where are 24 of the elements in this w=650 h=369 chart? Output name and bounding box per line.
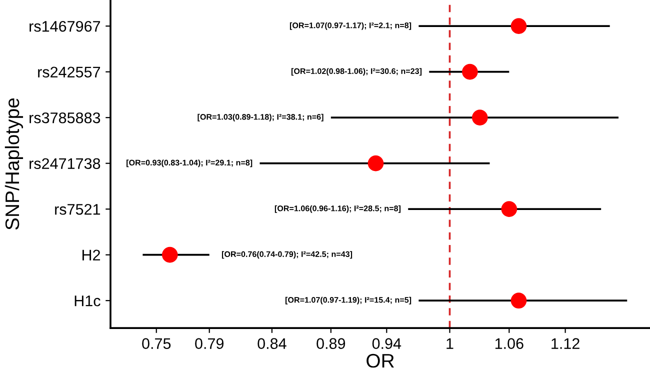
x-tick-label: 0.94 (372, 338, 402, 349)
x-tick-label: 0.75 (142, 338, 171, 349)
y-tick-label: H1c (74, 296, 100, 306)
x-tick-label: 1.12 (552, 338, 580, 349)
annotation: [OR=1.07(0.97-1.17); I²=2.1; n=8] (290, 22, 412, 30)
annotation: [OR=0.76(0.74-0.79); I²=42.5; n=43] (222, 251, 352, 259)
x-tick-label: 0.79 (195, 338, 224, 349)
annotation: [OR=0.93(0.83-1.04); I²=29.1; n=8] (126, 160, 252, 168)
x-axis-title: OR (366, 354, 394, 368)
x-tick-label: 1 (446, 338, 454, 349)
annotation: [OR=1.07(0.97-1.19); I²=15.4; n=5] (285, 296, 412, 304)
x-tick-label: 1.06 (495, 338, 524, 349)
annotation: [OR=1.06(0.96-1.16); I²=28.5; n=8] (274, 205, 401, 213)
y-tick-label: rs2471738 (30, 158, 100, 170)
x-tick-label: 0.84 (258, 338, 286, 349)
x-tick-label: 0.89 (316, 338, 346, 349)
y-tick-label: rs7521 (55, 204, 100, 215)
annotation: [OR=1.02(0.98-1.06); I²=30.6; n=23] (291, 68, 422, 76)
y-tick-label: rs1467967 (30, 20, 100, 32)
y-axis-title: SNP/Haplotype (4, 98, 24, 230)
y-tick-label: rs3785883 (30, 112, 100, 124)
y-tick-label: H2 (82, 250, 100, 260)
annotation: [OR=1.03(0.89-1.18); I²=38.1; n=6] (198, 114, 324, 122)
y-tick-label: rs242557 (38, 66, 100, 78)
